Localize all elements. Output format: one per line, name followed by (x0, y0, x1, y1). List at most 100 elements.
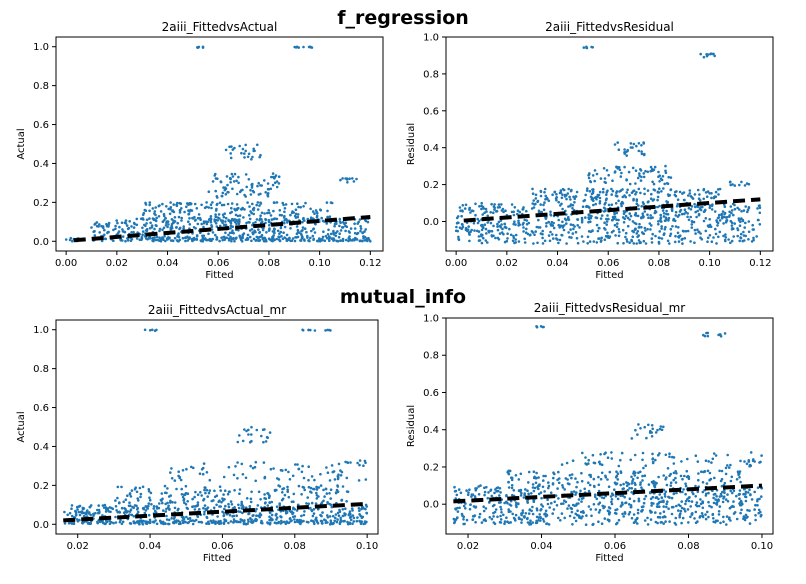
scatter-point (353, 227, 357, 230)
scatter-point (680, 460, 683, 463)
scatter-point (710, 461, 713, 464)
scatter-point (314, 209, 318, 212)
scatter-point (557, 470, 560, 474)
scatter-point (622, 515, 625, 518)
scatter-point (613, 481, 617, 485)
scatter-point (654, 431, 658, 434)
scatter-point (135, 237, 139, 240)
scatter-point (468, 507, 472, 511)
scatter-point (211, 237, 214, 241)
scatter-point (285, 239, 289, 242)
scatter-point (610, 451, 613, 454)
scatter-point (543, 490, 546, 493)
scatter-point (484, 507, 488, 510)
scatter-point (366, 220, 370, 224)
scatter-point (296, 228, 300, 232)
scatter-point (282, 216, 286, 219)
scatter-point (169, 207, 172, 211)
scatter-point (248, 214, 251, 217)
scatter-point (224, 223, 228, 227)
scatter-point (106, 231, 109, 235)
scatter-point (668, 496, 671, 499)
scatter-point (684, 510, 687, 513)
scatter-point (685, 469, 689, 473)
scatter-point (293, 239, 297, 243)
scatter-point (619, 458, 622, 462)
scatter-point (325, 201, 329, 204)
scatter-point (628, 497, 632, 501)
scatter-point (637, 423, 640, 426)
scatter-point (499, 518, 503, 521)
scatter-point (124, 219, 128, 222)
scatter-point (739, 480, 742, 484)
scatter-point (694, 454, 698, 458)
scatter-point (466, 493, 470, 497)
scatter-point (610, 498, 614, 501)
scatter-point (260, 235, 263, 238)
scatter-point (544, 515, 548, 518)
scatter-point (456, 510, 460, 513)
scatter-point (616, 497, 620, 501)
scatter-points (452, 325, 764, 526)
scatter-point (600, 471, 604, 475)
scatter-point (614, 495, 618, 498)
scatter-point (507, 508, 511, 511)
scatter-point (650, 501, 653, 505)
scatter-point (547, 523, 551, 526)
scatter-point (248, 205, 251, 208)
scatter-point (757, 508, 761, 512)
scatter-point (291, 237, 295, 240)
scatter-point (690, 500, 694, 503)
scatter-point (557, 516, 560, 520)
scatter-point (209, 239, 212, 242)
scatter-point (125, 224, 129, 227)
scatter-point (509, 521, 512, 524)
scatter-point (240, 207, 243, 211)
scatter-point (656, 515, 660, 519)
scatter-point (642, 466, 645, 470)
scatter-point (312, 237, 316, 241)
scatter-point (272, 209, 275, 213)
scatter-point (330, 201, 334, 205)
scatter-point (241, 234, 244, 238)
scatter-point (526, 516, 529, 520)
scatter-point (546, 498, 549, 502)
scatter-point (256, 201, 260, 204)
scatter-point (672, 471, 676, 475)
scatter-point (275, 201, 279, 204)
scatter-point (155, 235, 159, 239)
scatter-point (694, 495, 697, 498)
scatter-point (222, 215, 226, 219)
scatter-point (530, 492, 533, 495)
scatter-point (630, 482, 634, 485)
scatter-point (668, 452, 671, 456)
scatter-point (231, 229, 234, 232)
scatter-point (754, 518, 757, 522)
scatter-point (252, 231, 255, 234)
scatter-point (717, 333, 720, 337)
scatter-point (706, 334, 710, 338)
scatter-point (302, 217, 305, 221)
scatter-point (281, 237, 285, 241)
scatter-point (205, 222, 209, 226)
scatter-point (188, 223, 192, 226)
scatter-point (453, 485, 456, 489)
scatter-point (514, 513, 518, 517)
scatter-point (584, 523, 588, 526)
scatter-point (753, 460, 756, 463)
scatter-point (130, 225, 133, 228)
scatter-point (593, 495, 597, 499)
scatter-point (325, 222, 329, 225)
scatter-point (506, 520, 509, 523)
scatter-point (196, 216, 200, 220)
scatter-point (520, 521, 523, 524)
scatter-point (204, 238, 208, 242)
scatter-point (259, 202, 263, 205)
scatter-point (262, 236, 265, 240)
scatter-point (507, 469, 511, 473)
scatter-point (252, 237, 256, 241)
scatter-point (526, 501, 529, 504)
scatter-point (251, 202, 254, 206)
scatter-point (116, 221, 119, 225)
scatter-point (305, 230, 308, 234)
